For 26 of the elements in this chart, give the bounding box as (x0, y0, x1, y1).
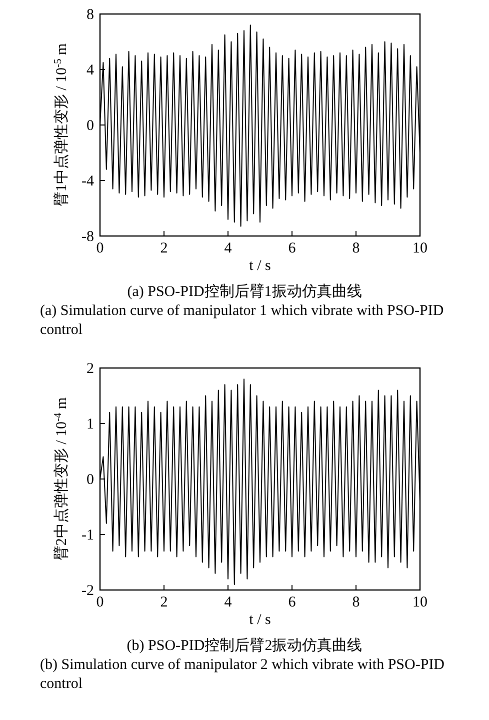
x-tick-label: 4 (224, 240, 232, 257)
y-tick-label: 8 (86, 6, 94, 23)
x-tick-label: 2 (160, 594, 168, 611)
x-tick-label: 10 (412, 240, 428, 257)
x-tick-label: 8 (352, 594, 360, 611)
x-tick-label: 2 (160, 240, 168, 257)
y-tick-label: -8 (82, 228, 94, 245)
x-tick-label: 10 (412, 594, 428, 611)
y-tick-label: 0 (86, 472, 94, 488)
x-axis-title: t / s (249, 258, 271, 274)
y-tick-label: 1 (86, 416, 94, 432)
y-tick-label: -1 (82, 527, 94, 544)
y-tick-label: -4 (82, 173, 94, 190)
text: (b) PSO-PID控制后臂2振动仿真曲线 (126, 637, 364, 656)
y-tick-label: -2 (82, 582, 94, 599)
y-tick-label: 2 (86, 360, 94, 377)
text: (a) PSO-PID控制后臂1振动仿真曲线 (126, 283, 363, 302)
text: (b) Simulation curve of manipulator 2 which vibrate with PSO-PID control (40, 656, 446, 694)
x-tick-label: 6 (288, 240, 296, 257)
text: (a) Simulation curve of manipulator 1 which vibrate with PSO-PID control (40, 302, 445, 340)
y-tick-label: 4 (86, 62, 94, 78)
y-tick-label: 0 (86, 118, 94, 134)
x-tick-label: 6 (288, 594, 296, 611)
x-axis-title: t / s (249, 612, 271, 628)
x-tick-label: 4 (224, 594, 232, 611)
x-tick-label: 8 (352, 240, 360, 257)
